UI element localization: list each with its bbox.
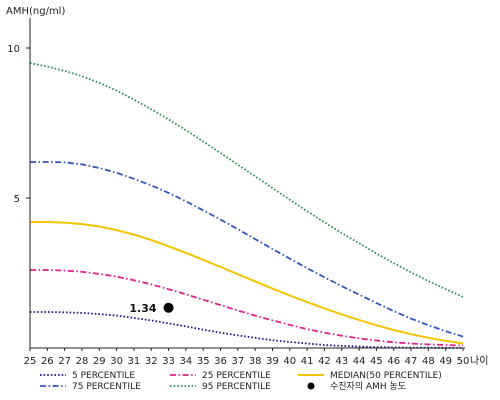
y-axis-title: AMH(ng/ml) <box>6 6 65 17</box>
x-tick-label: 45 <box>370 356 383 367</box>
y-tick-label: 5 <box>14 194 20 205</box>
x-tick-label: 41 <box>301 356 314 367</box>
x-tick-label: 39 <box>266 356 279 367</box>
x-tick-label: 44 <box>353 356 366 367</box>
series-line <box>30 161 464 338</box>
x-tick-label: 36 <box>214 356 227 367</box>
x-tick-label: 37 <box>231 356 244 367</box>
legend: 5 PERCENTILE 25 PERCENTILE MEDIAN(50 PERCE… <box>40 371 442 392</box>
x-tick-label: 48 <box>422 356 435 367</box>
x-tick-label: 35 <box>197 356 210 367</box>
legend-label: 수진자의 AMH 농도 <box>330 381 406 392</box>
legend-point-marker <box>307 382 315 390</box>
axes: AMH(ng/ml) 나이 <box>6 6 488 367</box>
series-line <box>29 62 464 298</box>
patient-amh-value-label: 1.34 <box>129 302 156 315</box>
series-line <box>30 269 464 347</box>
x-tick-label: 47 <box>405 356 418 367</box>
patient-amh-point <box>163 302 174 313</box>
x-tick-label: 27 <box>58 356 71 367</box>
x-tick-label: 25 <box>24 356 37 367</box>
x-tick-label: 31 <box>128 356 141 367</box>
x-tick-label: 46 <box>387 356 400 367</box>
legend-label: 95 PERCENTILE <box>202 382 271 392</box>
x-tick-label: 34 <box>180 356 193 367</box>
x-tick-label: 43 <box>335 356 348 367</box>
legend-label: 5 PERCENTILE <box>72 371 135 381</box>
x-tick-label: 42 <box>318 356 331 367</box>
x-tick-label: 32 <box>145 356 158 367</box>
x-tick-label: 50 <box>457 356 470 367</box>
point-layer: 1.34 <box>129 302 174 315</box>
legend-label: MEDIAN(50 PERCENTILE) <box>330 371 442 381</box>
x-tick-label: 49 <box>439 356 452 367</box>
series-line <box>30 221 464 345</box>
x-axis-title: 나이 <box>470 355 488 367</box>
x-tick-label: 28 <box>76 356 89 367</box>
x-tick-label: 40 <box>283 356 296 367</box>
ticks: 5 10 25 26 27 28 29 30 31 32 33 34 35 36 37 38 39 40 41 42 4… <box>7 44 469 367</box>
legend-label: 25 PERCENTILE <box>202 371 271 381</box>
x-tick-label: 26 <box>41 356 54 367</box>
legend-label: 75 PERCENTILE <box>72 382 141 392</box>
series-line <box>30 311 463 349</box>
x-tick-label: 38 <box>249 356 262 367</box>
plot-lines <box>29 62 464 349</box>
y-tick-label: 10 <box>7 44 20 55</box>
x-tick-label: 30 <box>110 356 123 367</box>
x-tick-label: 29 <box>93 356 106 367</box>
x-tick-label: 33 <box>162 356 175 367</box>
